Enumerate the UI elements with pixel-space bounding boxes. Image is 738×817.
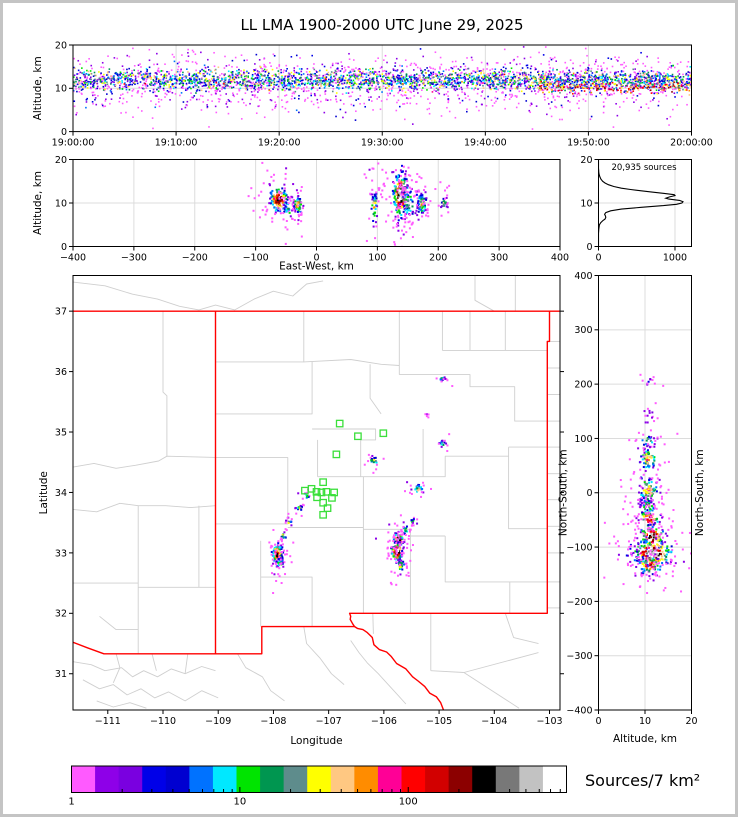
svg-text:−400: −400 [60,253,86,264]
hist-sources-count: 20,935 sources [611,163,677,173]
svg-text:20: 20 [55,40,67,51]
svg-text:19:00:00: 19:00:00 [52,138,95,149]
svg-text:19:20:00: 19:20:00 [258,138,301,149]
east-west-height-panel: −400 −300 −200 −100 0 100 200 300 40001020East-W… [32,155,569,273]
ns-axis-label: North-South, km [694,449,706,536]
state-borders [73,310,560,710]
svg-text:19:50:00: 19:50:00 [567,138,610,149]
lma-station-markers [301,419,388,519]
figure-title: LL LMA 1900-2000 UTC June 29, 2025 [240,16,524,34]
map-panel: −111 −110 −109 −108 −107 −106 −105 −104 −1033132… [38,275,564,747]
figure-canvas: 19:00:00 19:10:00 19:20:00 19:30:00 19:40:00… [32,40,713,808]
svg-text:0: 0 [61,127,67,138]
colorbar-label: Sources/7 km² [585,771,701,790]
svg-text:20:00:00: 20:00:00 [670,138,713,149]
svg-text:Altitude, km: Altitude, km [32,56,44,120]
county-borders [73,275,560,709]
colorbar: 1 10 100 [68,765,567,808]
svg-text:19:40:00: 19:40:00 [464,138,507,149]
north-south-height-panel: 0 10 20−400−300−200−1000100200300400Altitu… [558,271,707,745]
lightning-sources [268,376,454,595]
time-height-panel: 19:00:00 19:10:00 19:20:00 19:30:00 19:40:00… [32,40,713,148]
svg-text:10: 10 [55,84,67,95]
svg-text:19:10:00: 19:10:00 [155,138,198,149]
svg-text:19:30:00: 19:30:00 [361,138,404,149]
